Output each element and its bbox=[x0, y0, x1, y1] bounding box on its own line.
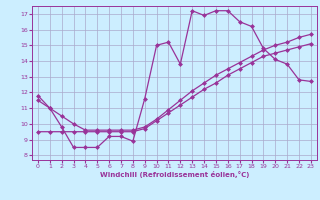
X-axis label: Windchill (Refroidissement éolien,°C): Windchill (Refroidissement éolien,°C) bbox=[100, 171, 249, 178]
